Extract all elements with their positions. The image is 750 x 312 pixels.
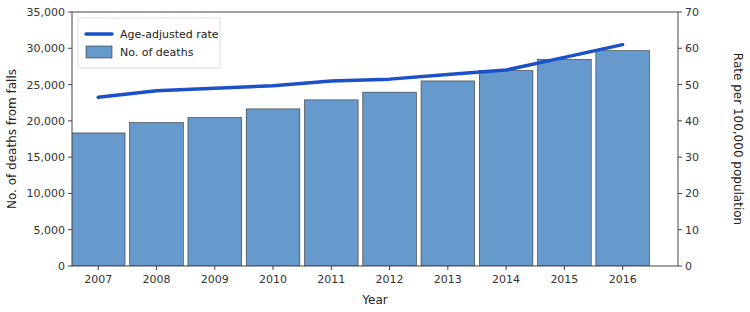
legend-box	[78, 18, 220, 68]
bar	[130, 123, 184, 266]
legend-label: No. of deaths	[120, 46, 194, 59]
bar	[538, 59, 592, 266]
bar	[72, 133, 125, 266]
tick	[331, 266, 332, 270]
tick-label: 2013	[434, 273, 462, 286]
tick-label: 2011	[317, 273, 345, 286]
tick	[389, 266, 390, 270]
tick-label: 2010	[259, 273, 287, 286]
tick	[68, 157, 72, 158]
bar	[246, 109, 300, 266]
tick-label: 2012	[376, 273, 404, 286]
tick-label: 0	[58, 260, 65, 273]
axis-label: Year	[361, 293, 387, 307]
tick-label: 2009	[201, 273, 229, 286]
tick	[678, 84, 682, 85]
tick	[447, 266, 448, 270]
tick-label: 2007	[84, 273, 112, 286]
legend-swatch	[86, 46, 112, 58]
tick	[214, 266, 215, 270]
bar	[304, 100, 358, 266]
tick	[622, 266, 623, 270]
line	[98, 45, 622, 98]
tick-label: 70	[685, 6, 699, 19]
plot-frame	[72, 12, 678, 266]
bar	[188, 118, 242, 266]
tick	[68, 266, 72, 267]
legend-swatch	[86, 32, 112, 36]
tick	[506, 266, 507, 270]
bar	[596, 51, 650, 266]
tick	[678, 266, 682, 267]
tick	[98, 266, 99, 270]
tick-label: 0	[685, 260, 692, 273]
bar	[479, 71, 533, 266]
tick-label: 2015	[550, 273, 578, 286]
tick	[68, 193, 72, 194]
axis-label: Rate per 100,000 population	[731, 53, 745, 225]
tick	[678, 12, 682, 13]
tick-label: 35,000	[27, 6, 66, 19]
bar	[421, 81, 475, 266]
tick-label: 25,000	[27, 79, 66, 92]
chart: 0 5,000 10,000 15,000 20,000 25,000 30,000 35,0…	[0, 0, 750, 312]
tick	[68, 120, 72, 121]
tick-label: 60	[685, 42, 699, 55]
bar	[363, 92, 417, 266]
tick	[678, 157, 682, 158]
tick	[68, 48, 72, 49]
tick-label: 10	[685, 224, 699, 237]
tick-label: 40	[685, 115, 699, 128]
tick	[156, 266, 157, 270]
tick	[678, 193, 682, 194]
tick-label: 15,000	[27, 151, 66, 164]
legend-label: Age-adjusted rate	[120, 28, 219, 41]
tick-label: 20	[685, 187, 699, 200]
tick	[68, 229, 72, 230]
tick-label: 30,000	[27, 42, 66, 55]
tick-label: 10,000	[27, 187, 66, 200]
tick	[564, 266, 565, 270]
tick	[678, 120, 682, 121]
axis-label: No. of deaths from falls	[5, 69, 19, 209]
tick-label: 2014	[492, 273, 520, 286]
tick-label: 30	[685, 151, 699, 164]
tick	[68, 84, 72, 85]
tick-label: 50	[685, 79, 699, 92]
plot-area	[72, 45, 649, 266]
tick	[678, 229, 682, 230]
tick-label: 20,000	[27, 115, 66, 128]
tick-label: 2008	[142, 273, 170, 286]
tick-label: 5,000	[34, 224, 66, 237]
tick	[678, 48, 682, 49]
tick	[273, 266, 274, 270]
tick-label: 2016	[609, 273, 637, 286]
tick	[68, 12, 72, 13]
legend: Age-adjusted rate No. of deaths	[78, 18, 220, 68]
